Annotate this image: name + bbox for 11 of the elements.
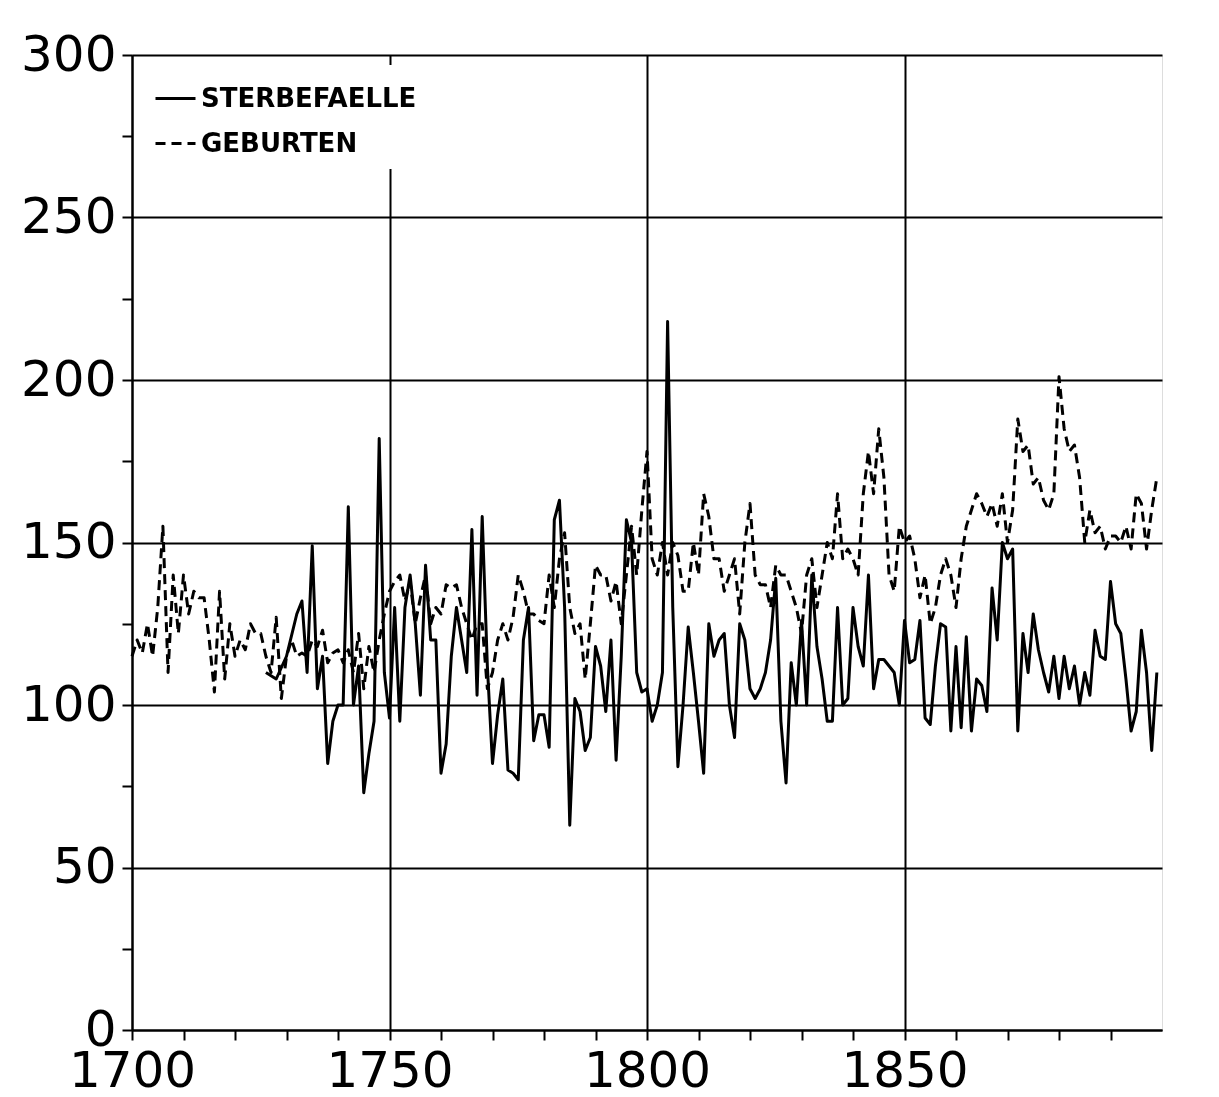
y-tick-label: 50 [52,837,117,895]
x-tick-label: 1750 [326,1040,454,1097]
y-tick-label: 300 [21,24,117,83]
x-tick-label: 1850 [841,1040,969,1097]
y-tick-label: 200 [21,349,117,408]
x-tick-label: 1800 [583,1040,712,1097]
y-tick-label: 150 [21,512,117,570]
y-tick-label: 250 [21,187,117,245]
legend-label: GEBURTEN [201,127,358,158]
y-tick-label: 100 [21,674,117,733]
legend-label: STERBEFAELLE [201,82,417,113]
